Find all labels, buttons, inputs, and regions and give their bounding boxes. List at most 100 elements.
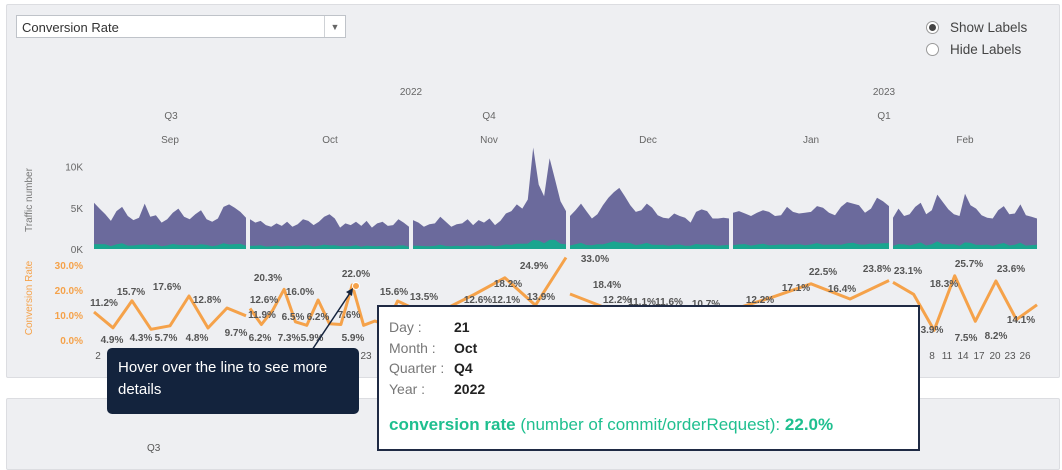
chevron-down-icon[interactable]: ▼ [324,16,345,37]
tooltip-metric-name: conversion rate [389,415,516,434]
data-label: 16.0% [286,287,314,298]
traffic-axis-title: Traffic number [24,167,35,232]
data-label: 12.6% [250,295,278,306]
data-label: 11.1% [628,297,656,308]
commits-area [893,241,1037,249]
radio-selected-icon[interactable] [926,21,939,34]
x-tick-label: 26 [1019,351,1031,362]
commits-area [94,243,246,249]
data-label: 6.2% [307,312,330,323]
traffic-y-tick: 10K [65,163,83,174]
data-label: 16.4% [828,284,856,295]
tooltip-metric-line: conversion rate (number of commit/orderR… [389,415,833,435]
x-tick-label: 8 [929,351,935,362]
data-label: 10.7% [692,299,720,310]
commits-area [570,241,729,249]
data-label: 5.7% [155,333,178,344]
tooltip-year-label: Year : [389,381,426,397]
month-label: Feb [956,135,974,146]
tooltip-day-label: Day : [389,319,422,335]
data-label: 23.8% [863,264,891,275]
metric-select[interactable]: Conversion Rate ▼ [16,15,346,38]
data-label: 18.2% [494,279,522,290]
second-panel-quarter-label: Q3 [147,443,161,454]
year-label: 2023 [873,87,896,98]
data-label: 17.6% [153,282,181,293]
month-label: Jan [803,135,819,146]
tooltip-month-label: Month : [389,340,436,356]
quarter-label: Q1 [877,111,891,122]
data-label: 18.3% [930,279,958,290]
traffic-area [413,147,566,249]
traffic-area [250,214,409,249]
conversion-line [892,274,1038,332]
x-tick-label: 11 [942,351,953,362]
tooltip-quarter-value: Q4 [454,360,473,376]
tooltip-year-value: 2022 [454,381,486,397]
tooltip-metric-value: 22.0% [784,415,834,434]
data-label: 12.8% [193,295,221,306]
traffic-area [733,197,889,249]
hover-hint-text: Hover over the line to see more details [118,359,328,398]
month-label: Nov [480,135,498,146]
data-label: 15.6% [380,287,408,298]
data-label: 20.3% [254,273,282,284]
conversion-line [732,279,890,311]
radio-unselected-icon[interactable] [926,43,939,56]
traffic-area [570,187,729,249]
conversion-axis-title: Conversion Rate [24,260,35,335]
data-label: 3.9% [921,325,944,336]
data-label: 24.9% [520,261,548,272]
show-labels-radio[interactable]: Show Labels [926,20,1027,35]
data-label: 14.1% [1007,315,1035,326]
data-label: 25.7% [955,259,983,270]
data-label: 7.6% [338,310,361,321]
data-label: 8.2% [985,331,1008,342]
x-tick-label: 20 [989,351,1001,362]
conversion-y-tick: 20.0% [55,286,83,297]
month-label: Oct [322,135,338,146]
data-label: 18.4% [593,280,621,291]
tooltip-month-value: Oct [454,340,478,356]
conversion-y-tick: 10.0% [55,311,83,322]
data-label: 5.9% [301,333,324,344]
data-label: 9.7% [225,328,248,339]
quarter-label: Q3 [164,111,178,122]
data-label: 4.3% [130,333,153,344]
year-label: 2022 [400,87,423,98]
traffic-area [94,202,246,249]
data-label: 7.3% [278,333,301,344]
data-point-tooltip: Day : 21 Month : Oct Quarter : Q4 Year : 202… [377,305,920,451]
conversion-y-tick: 0.0% [60,336,83,347]
data-label: 11.6% [655,297,683,308]
traffic-area [893,193,1037,249]
data-label: 23.6% [997,264,1025,275]
tooltip-day-value: 21 [454,319,470,335]
data-label: 6.2% [249,333,272,344]
callout-pointer [311,292,351,351]
x-tick-label: 23 [1004,351,1016,362]
hide-labels-radio[interactable]: Hide Labels [926,42,1021,57]
data-label: 22.5% [809,267,837,278]
x-tick-label: 14 [957,351,969,362]
data-label: 12.1% [492,295,520,306]
data-label: 6.5% [282,312,305,323]
data-label: 12.6% [464,295,492,306]
arrow-head-icon [346,288,353,296]
traffic-y-tick: 0K [71,245,84,256]
data-label: 23.1% [894,266,922,277]
data-label: 22.0% [342,269,370,280]
data-label: 11.9% [248,310,276,321]
month-label: Sep [161,135,179,146]
data-label: 13.9% [527,292,555,303]
tooltip-metric-desc: (number of commit/orderRequest): [520,415,781,434]
metric-select-value: Conversion Rate [22,20,119,35]
traffic-y-tick: 5K [71,204,84,215]
x-tick-label: 17 [973,351,985,362]
data-label: 17.1% [782,283,810,294]
data-label: 12.2% [603,295,631,306]
commits-area [250,244,409,249]
x-tick-label: 23 [360,351,372,362]
data-label: 33.0% [581,254,609,265]
data-label: 7.5% [955,333,978,344]
